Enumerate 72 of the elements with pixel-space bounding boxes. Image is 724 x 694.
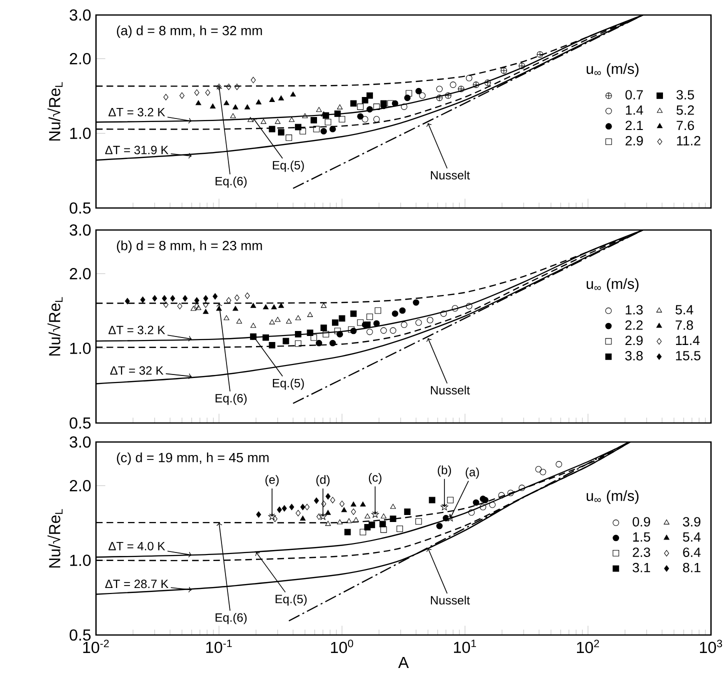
annotation: ΔT = 4.0 K	[108, 542, 166, 550]
legend-label: 8.1	[683, 562, 700, 572]
annotation: Eq.(5)	[276, 594, 307, 606]
annotation: (e)	[265, 475, 279, 486]
y-axis-title: Nu/√Re$_{L}$	[48, 82, 63, 141]
y-tick-label: 0.5	[70, 202, 91, 214]
legend-label: 2.1	[626, 120, 643, 130]
legend-label: 0.9	[632, 517, 650, 527]
annotation: (c)	[368, 472, 382, 484]
legend-title: u$_{∞}$ (m/s)	[586, 63, 638, 77]
legend-label: 5.4	[682, 532, 701, 542]
annotation: Eq.(6)	[216, 612, 247, 624]
x-tick-label: 10$^{1}$	[454, 640, 476, 654]
legend-label: 3.8	[625, 351, 643, 360]
y-tick-label: 3.0	[70, 9, 91, 21]
annotation: ΔT = 3.2 K	[108, 326, 166, 334]
annotation: Eq.(6)	[216, 394, 247, 405]
x-tick-label: 10$^{0}$	[331, 640, 354, 654]
y-tick-label: 3.0	[70, 436, 91, 448]
annotation: Nusselt	[430, 596, 470, 605]
legend-label: 1.4	[626, 105, 644, 115]
legend-label: 5.2	[676, 105, 694, 115]
x-tick-label: 10$^{3}$	[700, 640, 722, 654]
y-tick-label: 1.0	[70, 342, 91, 354]
annotation: (b)	[438, 465, 451, 477]
annotation: ΔT = 3.2 K	[108, 108, 166, 116]
y-tick-label: 3.0	[70, 224, 91, 236]
annotation: (a)	[466, 468, 479, 479]
legend-label: 1.5	[633, 532, 650, 542]
legend-title: u$_{∞}$ (m/s)	[586, 490, 638, 504]
y-tick-label: 0.5	[70, 417, 91, 429]
legend-label: 1.3	[626, 305, 643, 315]
legend-label: 6.4	[683, 548, 701, 557]
legend-label: 2.9	[625, 336, 643, 346]
legend-title: u$_{∞}$ (m/s)	[586, 278, 638, 292]
y-tick-label: 0.5	[70, 629, 91, 641]
x-axis-title: A	[398, 656, 409, 668]
legend-label: 11.2	[677, 136, 700, 146]
text: (c) d = 19 mm, h = 45 mm	[116, 452, 269, 465]
y-tick-label: 2.0	[70, 480, 91, 492]
y-tick-label: 2.0	[70, 268, 91, 280]
annotation: Eq.(5)	[272, 378, 304, 390]
legend-label: 7.6	[676, 120, 694, 130]
annotation: ΔT = 28.7 K	[105, 580, 168, 588]
annotation: Eq.(5)	[272, 160, 304, 172]
annotation: Nusselt	[430, 170, 470, 180]
legend-label: 2.3	[632, 548, 650, 557]
y-axis-title: Nu/√Re$_{L}$	[48, 509, 63, 568]
y-tick-label: 2.0	[70, 53, 91, 64]
legend-label: 7.8	[676, 320, 693, 330]
text: (b) d = 8 mm, h = 23 mm	[116, 240, 262, 253]
legend-label: 3.1	[632, 562, 650, 572]
legend-label: 3.5	[676, 90, 694, 100]
y-tick-label: 1.0	[70, 128, 91, 139]
legend-label: 0.7	[625, 90, 643, 100]
annotation: ΔT = 31.9 K	[105, 146, 168, 154]
annotation: (d)	[316, 475, 330, 486]
legend-label: 5.4	[676, 305, 694, 314]
text: (a) d = 8 mm, h = 32 mm	[116, 26, 262, 38]
x-tick-label: 10$^{2}$	[577, 640, 599, 654]
legend-label: 11.4	[676, 336, 700, 345]
x-tick-label: 10$^{-2}$	[83, 640, 109, 654]
legend-label: 2.2	[625, 320, 643, 330]
annotation: Eq.(6)	[216, 176, 247, 188]
legend-label: 15.5	[676, 351, 700, 360]
legend-label: 3.9	[682, 517, 700, 527]
y-axis-title: Nu/√Re$_{L}$	[48, 297, 63, 356]
y-tick-label: 1.0	[70, 554, 91, 566]
annotation: ΔT = 32 K	[110, 366, 164, 375]
x-tick-label: 10$^{-1}$	[206, 640, 232, 654]
annotation: Nusselt	[430, 386, 470, 394]
legend-label: 2.9	[626, 136, 643, 146]
